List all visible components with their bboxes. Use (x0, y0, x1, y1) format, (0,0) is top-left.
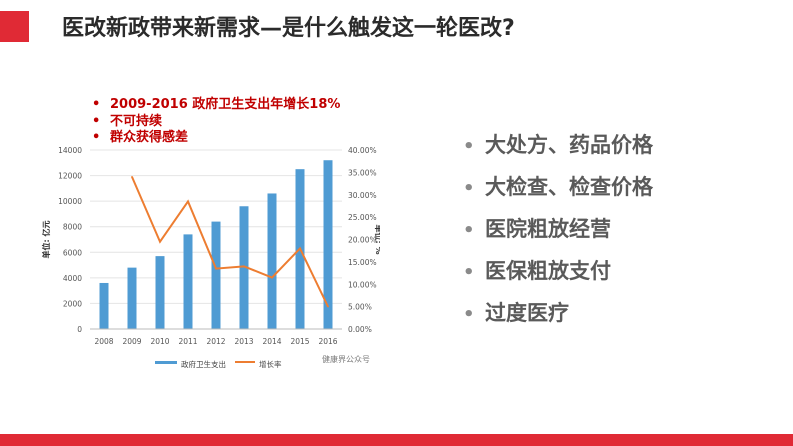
bullet-list: • 大处方、药品价格 • 大检查、检查价格 • 医院粗放经营 • 医保粗放支付 • 过度医… (463, 128, 653, 338)
y2-tick-label: 20.00% (348, 236, 377, 245)
y-tick-label: 6000 (63, 248, 82, 257)
chart-notes: 2009-2016 政府卫生支出年增长18% 不可持续 群众获得感差 (92, 97, 340, 147)
expenditure-chart: 0 2000 4000 6000 8000 10000 12000 14000 0.00% 5.0… (41, 146, 380, 368)
note-item: 2009-2016 政府卫生支出年增长18% (92, 97, 340, 114)
y2-tick-label: 35.00% (348, 168, 377, 177)
growth-line (131, 176, 329, 308)
bullet-dot-icon: • (463, 220, 475, 241)
x-tick-label: 2012 (206, 337, 225, 346)
x-tick-label: 2008 (94, 337, 113, 346)
bar (155, 256, 165, 329)
y2-tick-label: 25.00% (348, 213, 377, 222)
x-tick-label: 2011 (178, 337, 197, 346)
bullet-item: • 医保粗放支付 (463, 254, 653, 296)
x-tick-label: 2016 (318, 337, 337, 346)
accent-block (0, 11, 29, 42)
bullet-dot-icon: • (463, 178, 475, 199)
bullet-item: • 过度医疗 (463, 296, 653, 338)
y2-tick-label: 5.00% (348, 303, 372, 312)
y2-tick-label: 30.00% (348, 191, 377, 200)
bullet-text: 大处方、药品价格 (485, 133, 653, 157)
bullet-text: 医院粗放经营 (485, 217, 611, 241)
y2-axis-title: 单位: % (374, 225, 380, 255)
legend-label-line: 增长率 (259, 359, 282, 368)
y2-tick-label: 0.00% (348, 325, 372, 334)
y-tick-label: 12000 (58, 172, 82, 181)
x-tick-label: 2015 (290, 337, 309, 346)
bar (211, 221, 221, 329)
bar (183, 234, 193, 329)
growth-point (271, 276, 273, 279)
x-tick-label: 2010 (150, 337, 169, 346)
growth-point (299, 247, 301, 250)
bullet-text: 医保粗放支付 (485, 259, 611, 283)
bar (239, 206, 249, 329)
x-tick-label: 2014 (262, 337, 281, 346)
growth-point (131, 176, 133, 178)
x-tick-label: 2009 (122, 337, 141, 346)
growth-point (327, 305, 329, 308)
y2-tick-label: 15.00% (348, 258, 377, 267)
slide-title: 医改新政带来新需求—是什么触发这一轮医改? (62, 16, 515, 41)
y-tick-label: 4000 (63, 274, 82, 283)
y2-tick-label: 10.00% (348, 280, 377, 289)
y-tick-label: 8000 (63, 223, 82, 232)
watermark-text: 健康界公众号 (322, 354, 370, 364)
bullet-item: • 医院粗放经营 (463, 212, 653, 254)
bar (323, 160, 333, 329)
bullet-item: • 大检查、检查价格 (463, 170, 653, 212)
bullet-text: 大检查、检查价格 (485, 175, 653, 199)
bullet-dot-icon: • (463, 262, 475, 283)
bar (99, 282, 109, 329)
growth-point (187, 200, 189, 203)
y-axis-title: 单位: 亿元 (41, 221, 51, 259)
growth-point (243, 265, 245, 268)
bullet-text: 过度医疗 (485, 301, 569, 325)
note-item: 群众获得感差 (92, 130, 340, 147)
legend-swatch-bars (155, 361, 177, 364)
bullet-dot-icon: • (463, 136, 475, 157)
bullet-dot-icon: • (463, 304, 475, 325)
bullet-item: • 大处方、药品价格 (463, 128, 653, 170)
y-tick-label: 0 (77, 325, 82, 334)
bar (267, 193, 277, 329)
legend-label-bars: 政府卫生支出 (181, 359, 226, 368)
note-item: 不可持续 (92, 114, 340, 131)
bottom-bar (0, 434, 793, 446)
growth-point (159, 240, 161, 243)
y2-tick-label: 40.00% (348, 146, 377, 155)
y-tick-label: 14000 (58, 146, 82, 155)
y-tick-label: 2000 (63, 299, 82, 308)
y-tick-label: 10000 (58, 197, 82, 206)
bar (127, 267, 137, 329)
x-tick-label: 2013 (234, 337, 253, 346)
growth-point (215, 267, 217, 270)
